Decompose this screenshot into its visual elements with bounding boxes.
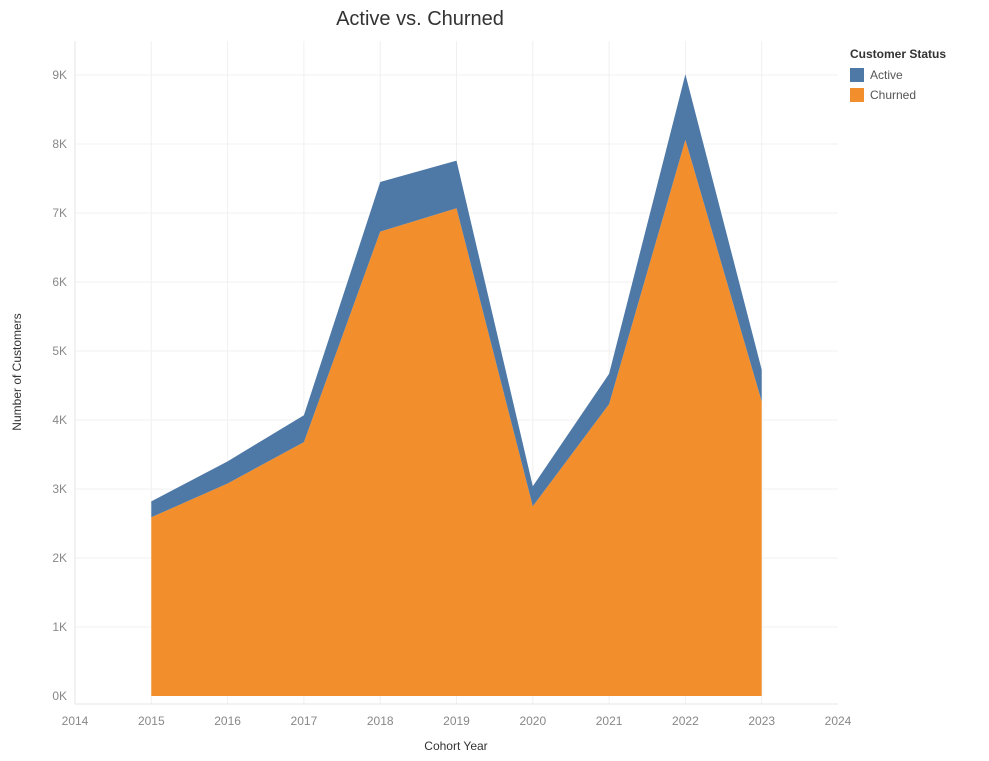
x-tick-label: 2023 (748, 714, 775, 728)
y-tick-label: 4K (52, 413, 67, 427)
x-tick-label: 2019 (443, 714, 470, 728)
y-tick-label: 5K (52, 344, 67, 358)
legend-swatch-active (850, 68, 864, 82)
y-tick-label: 7K (52, 206, 67, 220)
y-tick-label: 1K (52, 620, 67, 634)
x-tick-label: 2018 (367, 714, 394, 728)
chart-title: Active vs. Churned (336, 8, 504, 30)
area-series (151, 74, 762, 696)
area-active[interactable] (151, 74, 762, 518)
x-tick-label: 2016 (214, 714, 241, 728)
x-tick-label: 2021 (596, 714, 623, 728)
x-tick-label: 2020 (519, 714, 546, 728)
x-tick-label: 2014 (62, 714, 89, 728)
x-tick-label: 2024 (825, 714, 852, 728)
legend: Customer Status Active Churned (850, 47, 946, 105)
y-axis-label: Number of Customers (10, 313, 24, 430)
legend-item-churned[interactable]: Churned (850, 85, 946, 105)
x-tick-label: 2017 (291, 714, 318, 728)
y-tick-label: 0K (52, 689, 67, 703)
y-tick-label: 9K (52, 68, 67, 82)
legend-label-churned: Churned (870, 88, 917, 102)
axes: 0K 1K 2K 3K 4K 5K 6K 7K 8K 9K 2014 2015 2016 2017 2018… (52, 41, 852, 728)
area-churned[interactable] (151, 139, 762, 696)
y-tick-label: 3K (52, 482, 67, 496)
legend-item-active[interactable]: Active (850, 65, 946, 85)
y-tick-label: 6K (52, 275, 67, 289)
y-tick-label: 8K (52, 137, 67, 151)
x-tick-label: 2022 (672, 714, 699, 728)
x-axis-label: Cohort Year (424, 739, 487, 753)
legend-title: Customer Status (850, 47, 947, 61)
x-tick-label: 2015 (138, 714, 165, 728)
legend-label-active: Active (870, 68, 903, 82)
legend-swatch-churned (850, 88, 864, 102)
y-tick-label: 2K (52, 551, 67, 565)
